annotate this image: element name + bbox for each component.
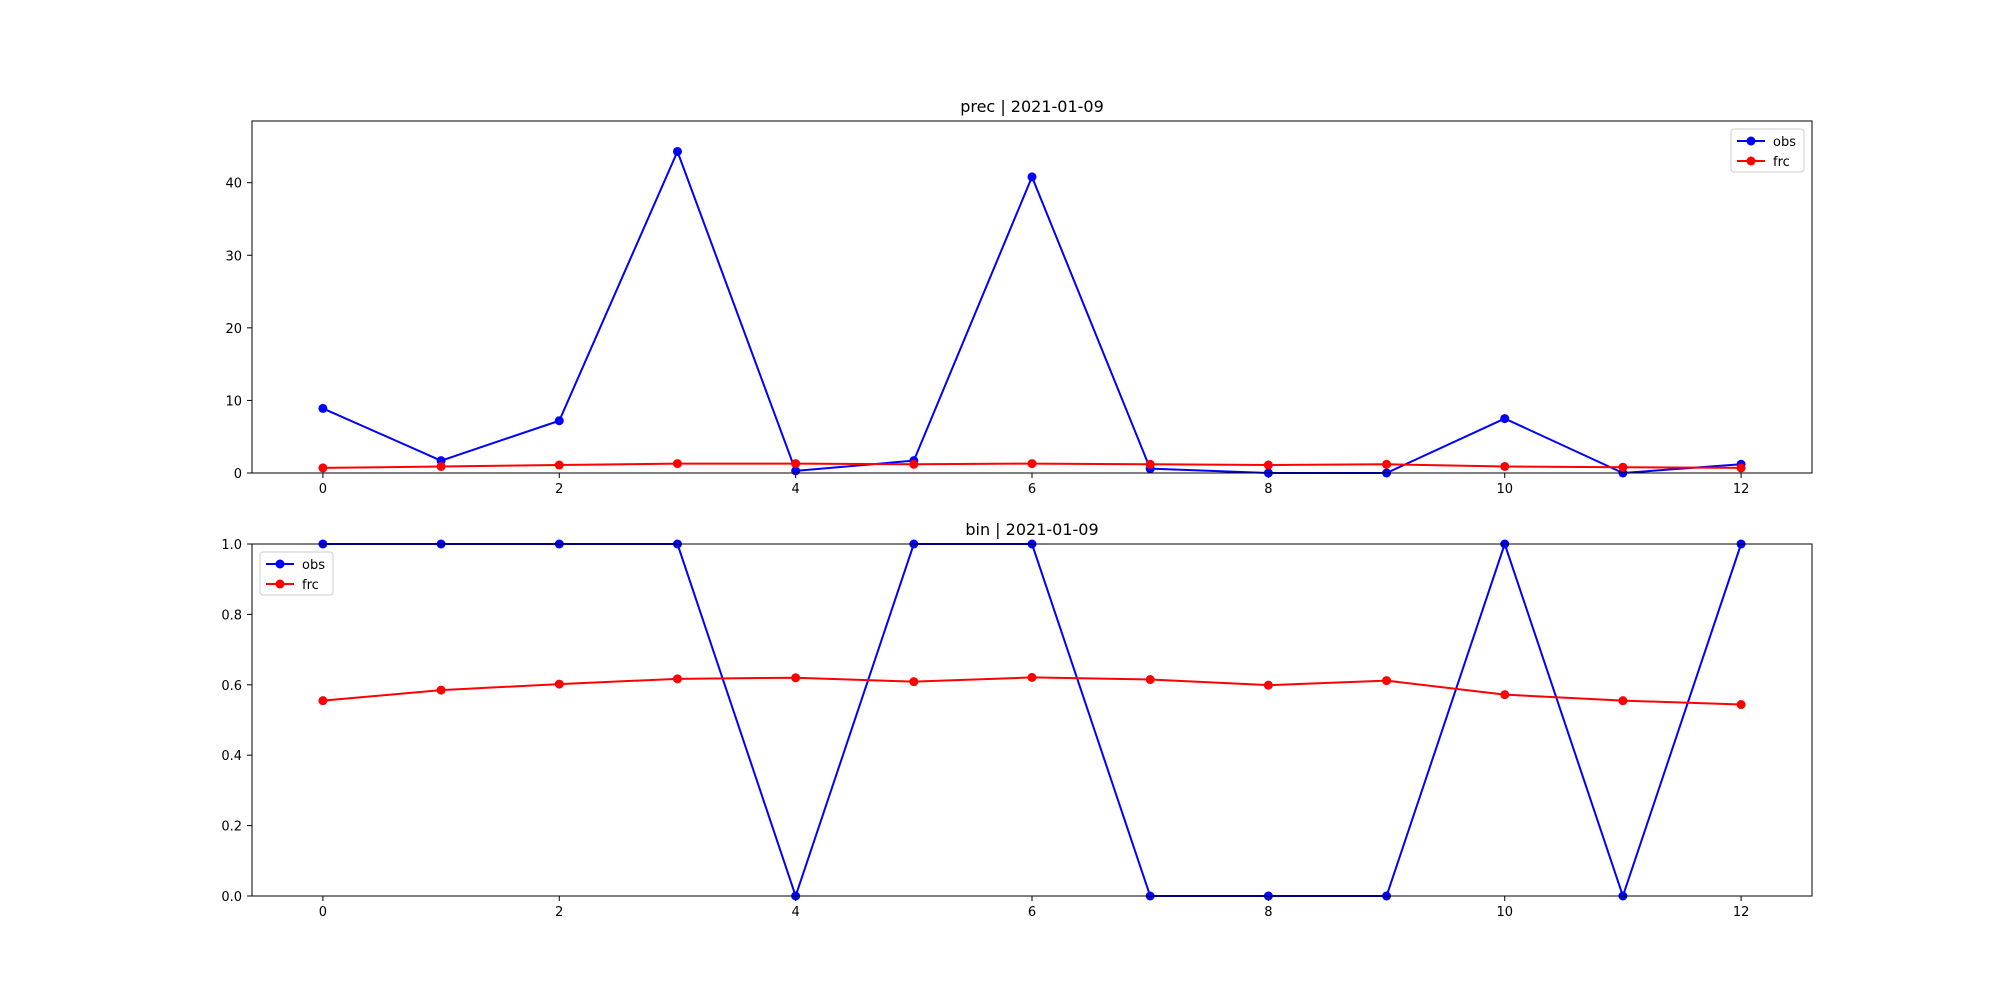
x-tick-label: 8 bbox=[1264, 482, 1272, 497]
x-tick-label: 10 bbox=[1496, 905, 1513, 920]
data-point-frc bbox=[672, 459, 682, 469]
chart-title: bin | 2021-01-09 bbox=[965, 520, 1098, 539]
data-point-frc bbox=[909, 677, 919, 687]
y-tick-label: 0.8 bbox=[221, 608, 242, 623]
x-tick-label: 6 bbox=[1028, 905, 1036, 920]
y-tick-label: 0 bbox=[234, 467, 242, 482]
x-tick-label: 2 bbox=[555, 905, 563, 920]
data-point-obs bbox=[318, 403, 328, 413]
plot-area bbox=[318, 539, 1746, 901]
legend-label-frc: frc bbox=[302, 578, 319, 593]
data-point-frc bbox=[1500, 690, 1510, 700]
legend-label-obs: obs bbox=[1773, 135, 1796, 150]
y-tick-label: 0.0 bbox=[221, 890, 242, 905]
data-point-frc bbox=[318, 463, 328, 473]
x-tick-label: 0 bbox=[319, 905, 327, 920]
y-tick-label: 30 bbox=[225, 249, 242, 264]
data-point-frc bbox=[791, 673, 801, 683]
x-tick-label: 4 bbox=[791, 905, 799, 920]
legend-marker-frc bbox=[275, 579, 285, 589]
y-tick-label: 20 bbox=[225, 322, 242, 337]
data-point-frc bbox=[909, 459, 919, 469]
legend-marker-frc bbox=[1746, 156, 1756, 166]
data-point-obs bbox=[554, 416, 564, 426]
x-tick-label: 2 bbox=[555, 482, 563, 497]
series-line-obs bbox=[322, 543, 1743, 897]
plot-area bbox=[318, 146, 1746, 478]
data-point-frc bbox=[1382, 459, 1392, 469]
data-point-frc bbox=[1618, 462, 1628, 472]
x-tick-label: 8 bbox=[1264, 905, 1272, 920]
x-tick-label: 6 bbox=[1028, 482, 1036, 497]
data-point-frc bbox=[1027, 672, 1037, 682]
data-point-frc bbox=[1500, 461, 1510, 471]
data-point-frc bbox=[1736, 463, 1746, 473]
chart-2: bin | 2021-01-09 0 2 4 6 8 10 12 0.0 0.2 0.4 0.6 0.8… bbox=[221, 520, 1813, 920]
x-tick-label: 12 bbox=[1733, 482, 1750, 497]
chart-1: prec | 2021-01-09 0 2 4 6 8 10 12 0 10 20 30 40 obs fr… bbox=[225, 97, 1813, 497]
x-tick-label: 12 bbox=[1733, 905, 1750, 920]
data-point-frc bbox=[318, 696, 328, 706]
y-tick-label: 0.4 bbox=[221, 749, 242, 764]
y-tick-label: 0.2 bbox=[221, 820, 242, 835]
legend-marker-obs bbox=[1746, 136, 1756, 146]
x-tick-label: 0 bbox=[319, 482, 327, 497]
data-point-frc bbox=[1618, 696, 1628, 706]
legend-label-frc: frc bbox=[1773, 155, 1790, 170]
axes-frame bbox=[251, 543, 1813, 897]
x-tick-label: 4 bbox=[791, 482, 799, 497]
data-point-frc bbox=[1263, 460, 1273, 470]
x-tick-label: 10 bbox=[1496, 482, 1513, 497]
data-point-frc bbox=[672, 674, 682, 684]
data-point-frc bbox=[1263, 680, 1273, 690]
data-point-frc bbox=[791, 459, 801, 469]
y-tick-label: 40 bbox=[225, 177, 242, 192]
y-tick-label: 1.0 bbox=[221, 538, 242, 553]
legend: obs frc bbox=[1730, 128, 1805, 173]
data-point-frc bbox=[554, 460, 564, 470]
data-point-frc bbox=[1027, 459, 1037, 469]
data-point-obs bbox=[672, 146, 682, 156]
data-point-frc bbox=[1736, 700, 1746, 710]
data-point-frc bbox=[1145, 675, 1155, 685]
legend: obs frc bbox=[259, 551, 334, 596]
y-tick-label: 10 bbox=[225, 394, 242, 409]
data-point-obs bbox=[1500, 414, 1510, 424]
legend-marker-obs bbox=[275, 559, 285, 569]
axes-frame bbox=[251, 120, 1813, 474]
series-line-obs bbox=[322, 150, 1742, 474]
data-point-frc bbox=[554, 679, 564, 689]
data-point-frc bbox=[1382, 676, 1392, 686]
data-point-obs bbox=[1027, 172, 1037, 182]
data-point-frc bbox=[436, 685, 446, 695]
y-tick-label: 0.6 bbox=[221, 679, 242, 694]
data-point-frc bbox=[1145, 459, 1155, 469]
legend-label-obs: obs bbox=[302, 558, 325, 573]
chart-title: prec | 2021-01-09 bbox=[960, 97, 1104, 116]
data-point-frc bbox=[436, 461, 446, 471]
